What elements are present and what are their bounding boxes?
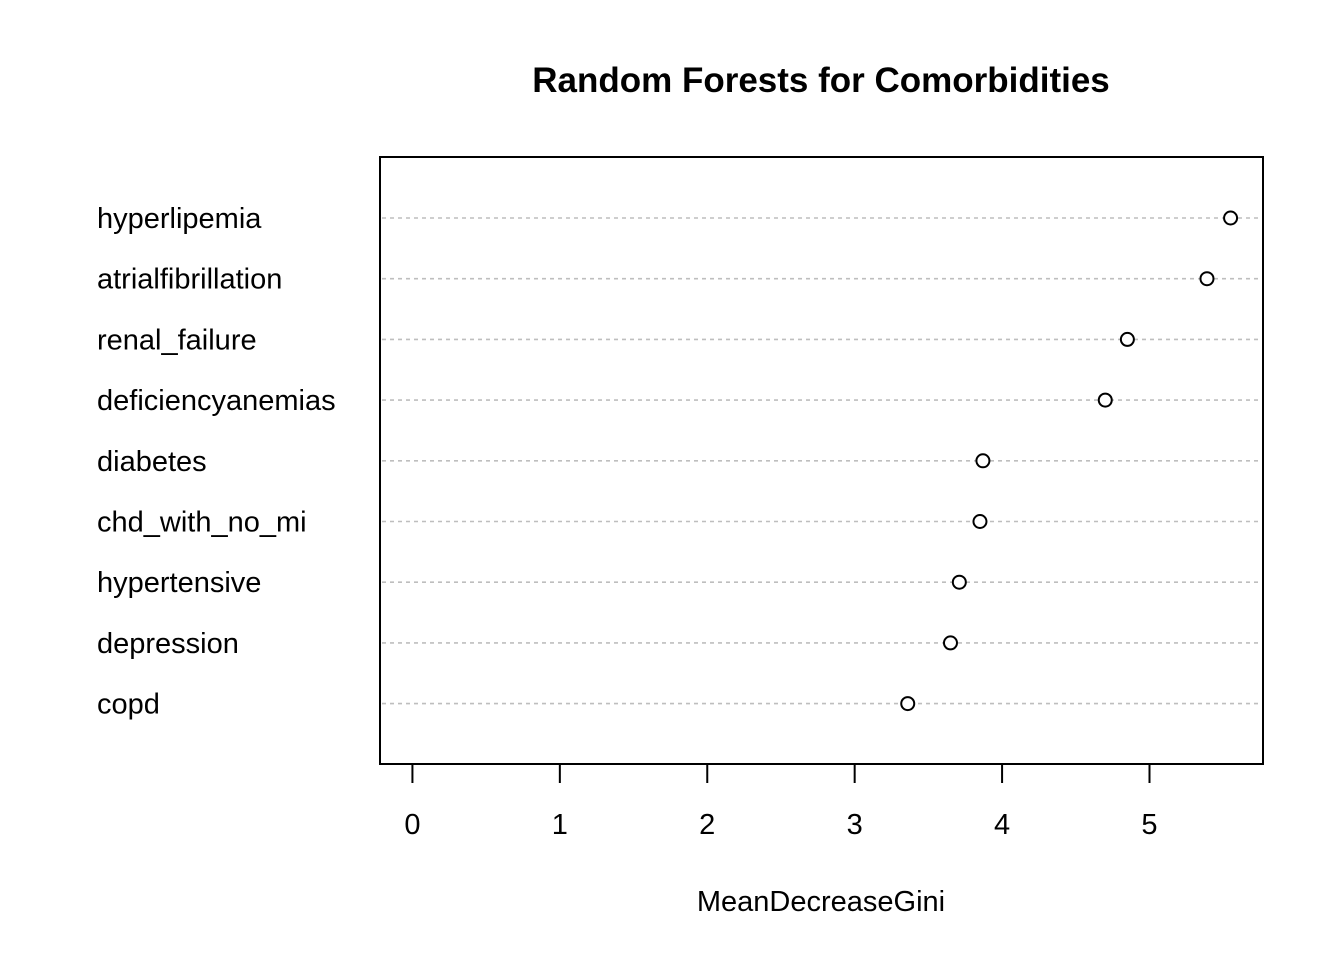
category-label-renal_failure: renal_failure <box>97 324 257 356</box>
data-point-depression <box>942 635 958 651</box>
data-point-deficiencyanemias <box>1097 392 1113 408</box>
category-label-diabetes: diabetes <box>97 446 207 478</box>
chart-title: Random Forests for Comorbidities <box>532 61 1110 100</box>
data-point-atrialfibrillation <box>1199 271 1215 287</box>
data-point-renal_failure <box>1119 331 1135 347</box>
data-point-copd <box>900 696 916 712</box>
x-tick-label-5: 5 <box>1141 809 1157 841</box>
x-tick-label-4: 4 <box>994 809 1010 841</box>
x-tick-label-0: 0 <box>404 809 420 841</box>
data-point-diabetes <box>975 453 991 469</box>
x-tick-label-3: 3 <box>847 809 863 841</box>
x-tick-label-2: 2 <box>699 809 715 841</box>
category-label-hyperlipemia: hyperlipemia <box>97 203 262 235</box>
category-label-deficiencyanemias: deficiencyanemias <box>97 385 336 417</box>
data-point-hyperlipemia <box>1223 210 1239 226</box>
category-label-hypertensive: hypertensive <box>97 567 261 599</box>
data-points <box>900 210 1239 712</box>
category-label-chd_with_no_mi: chd_with_no_mi <box>97 507 307 539</box>
data-point-chd_with_no_mi <box>972 514 988 529</box>
category-label-copd: copd <box>97 689 160 721</box>
x-axis-label: MeanDecreaseGini <box>697 886 945 918</box>
x-axis: 0 1 2 3 4 5 <box>404 763 1158 841</box>
category-labels: hyperlipemia atrialfibrillation renal_fail… <box>97 203 336 721</box>
category-label-depression: depression <box>97 628 239 660</box>
x-tick-label-1: 1 <box>552 809 568 841</box>
guide-lines <box>382 217 1261 705</box>
data-point-hypertensive <box>951 574 967 590</box>
category-label-atrialfibrillation: atrialfibrillation <box>97 264 282 296</box>
